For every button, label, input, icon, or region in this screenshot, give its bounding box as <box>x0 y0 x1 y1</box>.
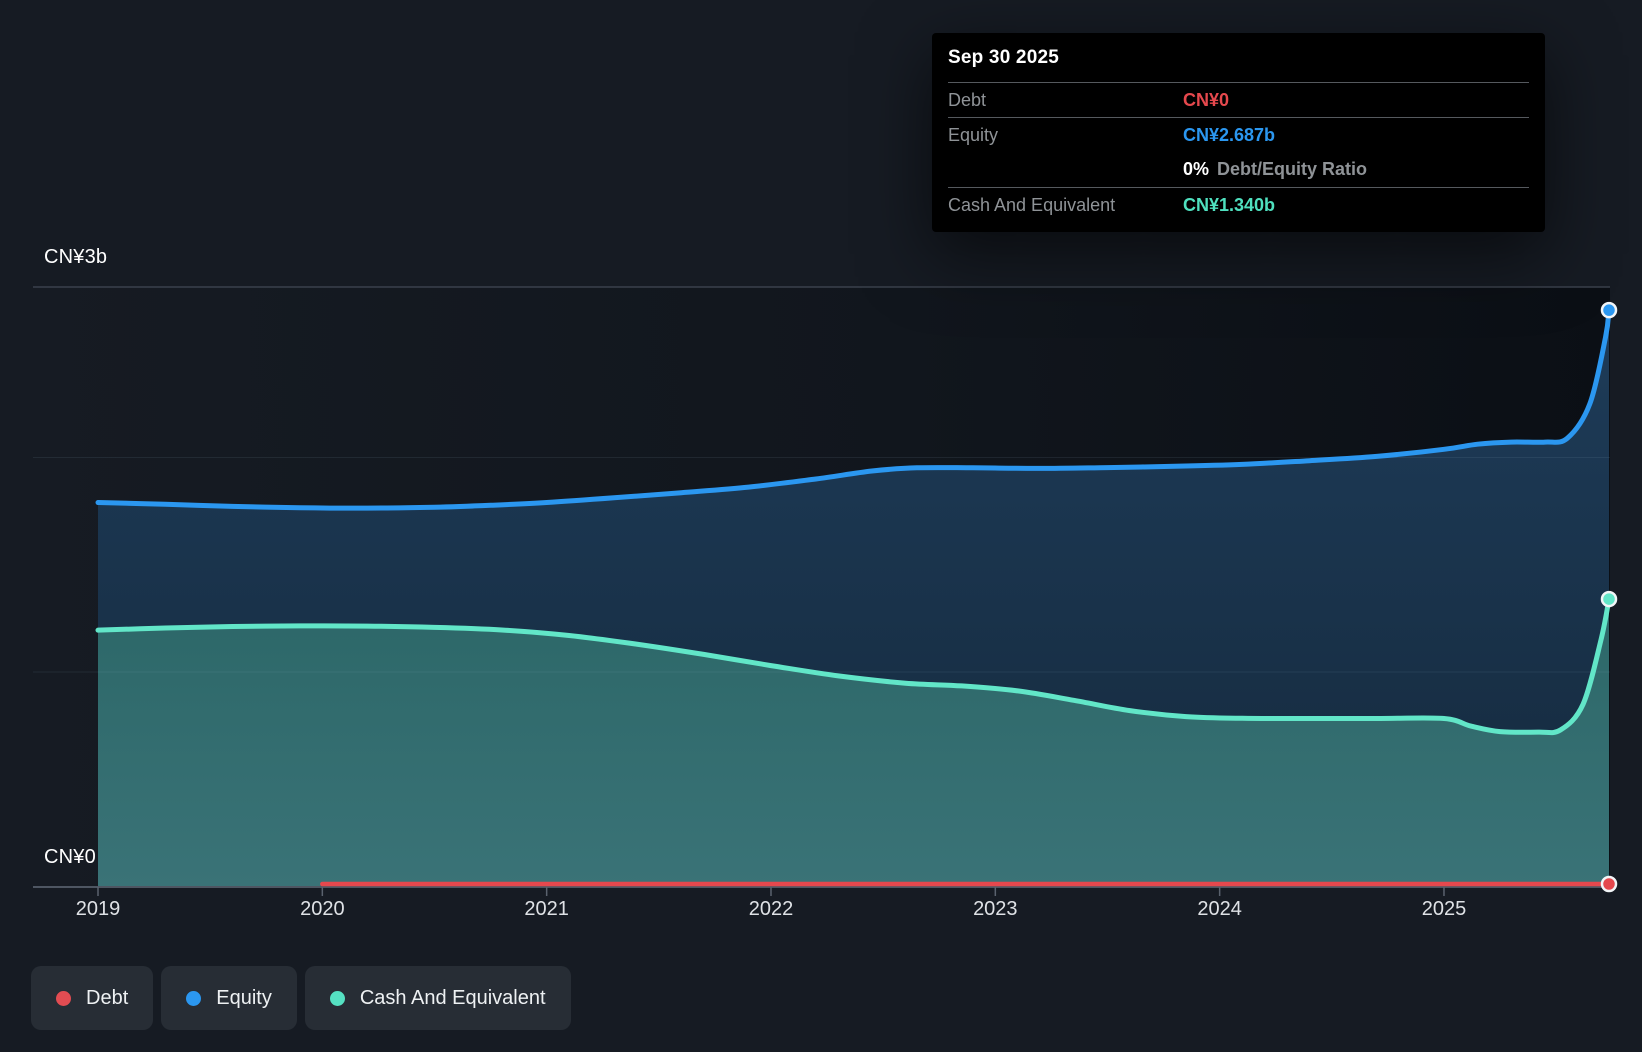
tooltip-debt-label: Debt <box>948 89 987 110</box>
cash-endpoint-dot[interactable] <box>1600 590 1618 608</box>
tooltip-cash-value: CN¥1.340b <box>1183 194 1276 215</box>
tooltip-row-equity: Equity CN¥2.687b <box>948 117 1529 152</box>
x-tick-label-2022: 2022 <box>748 898 794 920</box>
x-tick-label-2025: 2025 <box>1421 898 1467 920</box>
x-tick-label-2020: 2020 <box>300 898 345 920</box>
equity-dot-icon <box>186 990 202 1006</box>
x-tick-label-2019: 2019 <box>75 898 121 920</box>
tooltip-row-debt: Debt CN¥0 <box>948 82 1529 117</box>
x-tick-label-2024: 2024 <box>1197 898 1242 920</box>
legend-equity-label: Equity <box>216 986 272 1009</box>
y-axis-zero-label: CN¥0 <box>44 846 96 868</box>
legend-debt-label: Debt <box>86 986 129 1009</box>
x-tick-label-2021: 2021 <box>524 898 569 920</box>
equity-endpoint-dot[interactable] <box>1600 301 1618 319</box>
tooltip-debt-value: CN¥0 <box>1183 89 1230 110</box>
x-tick-label-2023: 2023 <box>973 898 1018 920</box>
cash-line[interactable] <box>95 596 1612 736</box>
tooltip-row-cash: Cash And Equivalent CN¥1.340b <box>948 187 1529 222</box>
debt-dot-icon <box>56 990 71 1006</box>
legend-item-debt[interactable]: Debt <box>31 966 154 1030</box>
tooltip-ratio-label: Debt/Equity Ratio <box>1217 159 1368 179</box>
chart-tooltip: Sep 30 2025 Debt CN¥0 Equity CN¥2.687b 0… <box>932 33 1545 232</box>
chart-legend: Debt Equity Cash And Equivalent <box>31 966 571 1030</box>
tooltip-equity-label: Equity <box>948 124 999 145</box>
tooltip-ratio-value: 0% <box>1183 159 1210 179</box>
legend-cash-label: Cash And Equivalent <box>359 986 546 1009</box>
legend-item-equity[interactable]: Equity <box>161 966 297 1030</box>
cash-dot-icon <box>329 990 345 1006</box>
tooltip-date: Sep 30 2025 <box>948 46 1060 68</box>
legend-item-cash[interactable]: Cash And Equivalent <box>304 966 571 1030</box>
debt-endpoint-dot[interactable] <box>1600 875 1618 893</box>
x-axis-ticks <box>97 887 1445 896</box>
y-axis-max-label: CN¥3b <box>44 246 108 268</box>
equity-line[interactable] <box>95 307 1612 511</box>
tooltip-cash-label: Cash And Equivalent <box>948 194 1116 215</box>
tooltip-row-ratio: 0% Debt/Equity Ratio <box>948 152 1529 187</box>
tooltip-equity-value: CN¥2.687b <box>1183 124 1276 145</box>
cash-area-fill <box>98 599 1609 887</box>
